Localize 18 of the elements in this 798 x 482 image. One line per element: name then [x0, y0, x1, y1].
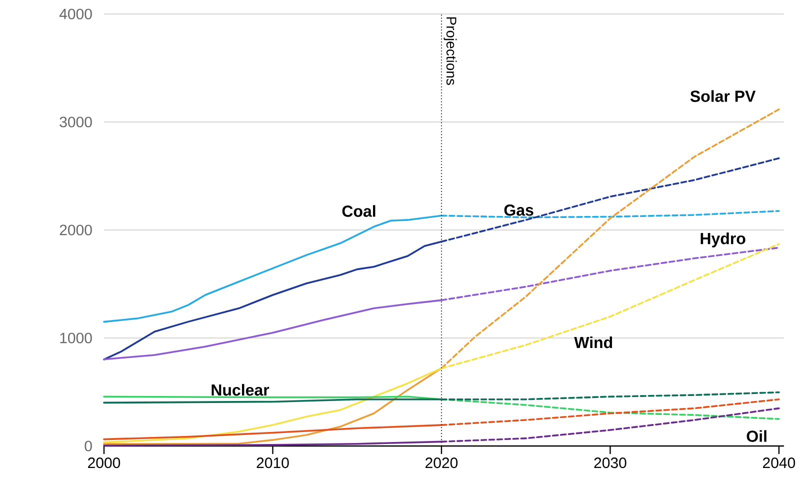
- ref-line-label: Projections: [444, 17, 457, 85]
- x-tick-label: 2030: [594, 458, 626, 468]
- annotation: Nuclear: [212, 384, 270, 396]
- x-tick-label: 2010: [256, 458, 289, 468]
- annotation: Oil: [746, 430, 766, 442]
- x-tick-label: 2040: [763, 458, 796, 468]
- y-tick-label: 4000: [59, 8, 92, 20]
- x-tick-label: 2000: [88, 458, 120, 468]
- y-tick-label: 1000: [60, 332, 92, 344]
- annotation: Gas: [504, 204, 534, 216]
- y-tick-label: 2000: [60, 224, 92, 236]
- annotation: Solar PV: [690, 90, 756, 102]
- annotation: Hydro: [700, 232, 746, 248]
- x-tick-label: 2020: [426, 458, 458, 468]
- y-tick-label: 3000: [60, 116, 92, 128]
- annotation: Coal: [342, 205, 376, 217]
- annotation: Wind: [574, 336, 612, 348]
- y-tick-label: 0: [84, 440, 92, 452]
